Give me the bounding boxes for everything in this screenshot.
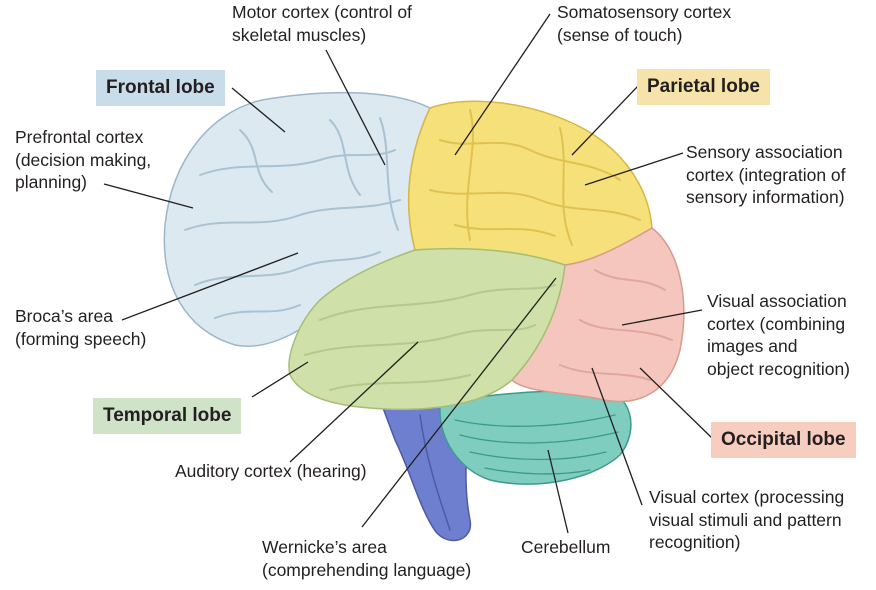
cerebellum-folia xyxy=(454,414,619,475)
leader-wernicke xyxy=(361,277,557,528)
motor-cortex-label: Motor cortex (control of skeletal muscle… xyxy=(232,2,412,45)
leader-frontal-lobe xyxy=(231,87,286,133)
leader-motor-cortex xyxy=(325,49,386,166)
leader-lines xyxy=(103,13,713,534)
cerebellum xyxy=(439,389,632,485)
leader-auditory xyxy=(289,341,419,463)
prefrontal-cortex-label: Prefrontal cortex (decision making, plan… xyxy=(15,127,152,192)
leader-parietal-lobe xyxy=(571,85,639,156)
wernicke-area-label: Wernicke’s area (comprehending language) xyxy=(262,537,472,580)
leader-somatosensory xyxy=(454,13,551,156)
leader-broca xyxy=(121,252,299,321)
frontal-gyri xyxy=(184,117,401,319)
visual-cortex-label: Visual cortex (processing visual stimuli… xyxy=(649,487,845,552)
leader-occipital-lobe xyxy=(639,367,713,439)
frontal-lobe-label: Frontal lobe xyxy=(96,70,225,106)
occipital-lobe-label: Occipital lobe xyxy=(711,422,856,458)
leader-temporal-lobe xyxy=(251,361,309,398)
auditory-cortex-label: Auditory cortex (hearing) xyxy=(175,461,367,481)
leader-cerebellum xyxy=(547,449,569,534)
temporal-lobe-label: Temporal lobe xyxy=(93,398,242,434)
parietal-lobe-label: Parietal lobe xyxy=(637,69,770,105)
broca-area-label: Broca’s area (forming speech) xyxy=(15,306,147,349)
leader-visual-cortex xyxy=(591,367,643,506)
brainstem-ridge xyxy=(419,414,451,531)
somatosensory-cortex-label: Somatosensory cortex (sense of touch) xyxy=(557,2,732,45)
parietal-gyri xyxy=(429,109,641,246)
leader-prefrontal xyxy=(103,183,194,209)
leader-sensory-association xyxy=(584,152,684,186)
occipital-gyri xyxy=(559,269,673,381)
sensory-association-label: Sensory association cortex (integration … xyxy=(686,142,846,207)
leader-visual-association xyxy=(621,309,703,326)
visual-association-label: Visual association cortex (combining ima… xyxy=(707,291,850,379)
parietal-lobe-region xyxy=(407,100,653,266)
temporal-lobe-region xyxy=(288,247,566,411)
cerebellum-label: Cerebellum xyxy=(521,537,611,557)
temporal-gyri xyxy=(304,284,556,391)
